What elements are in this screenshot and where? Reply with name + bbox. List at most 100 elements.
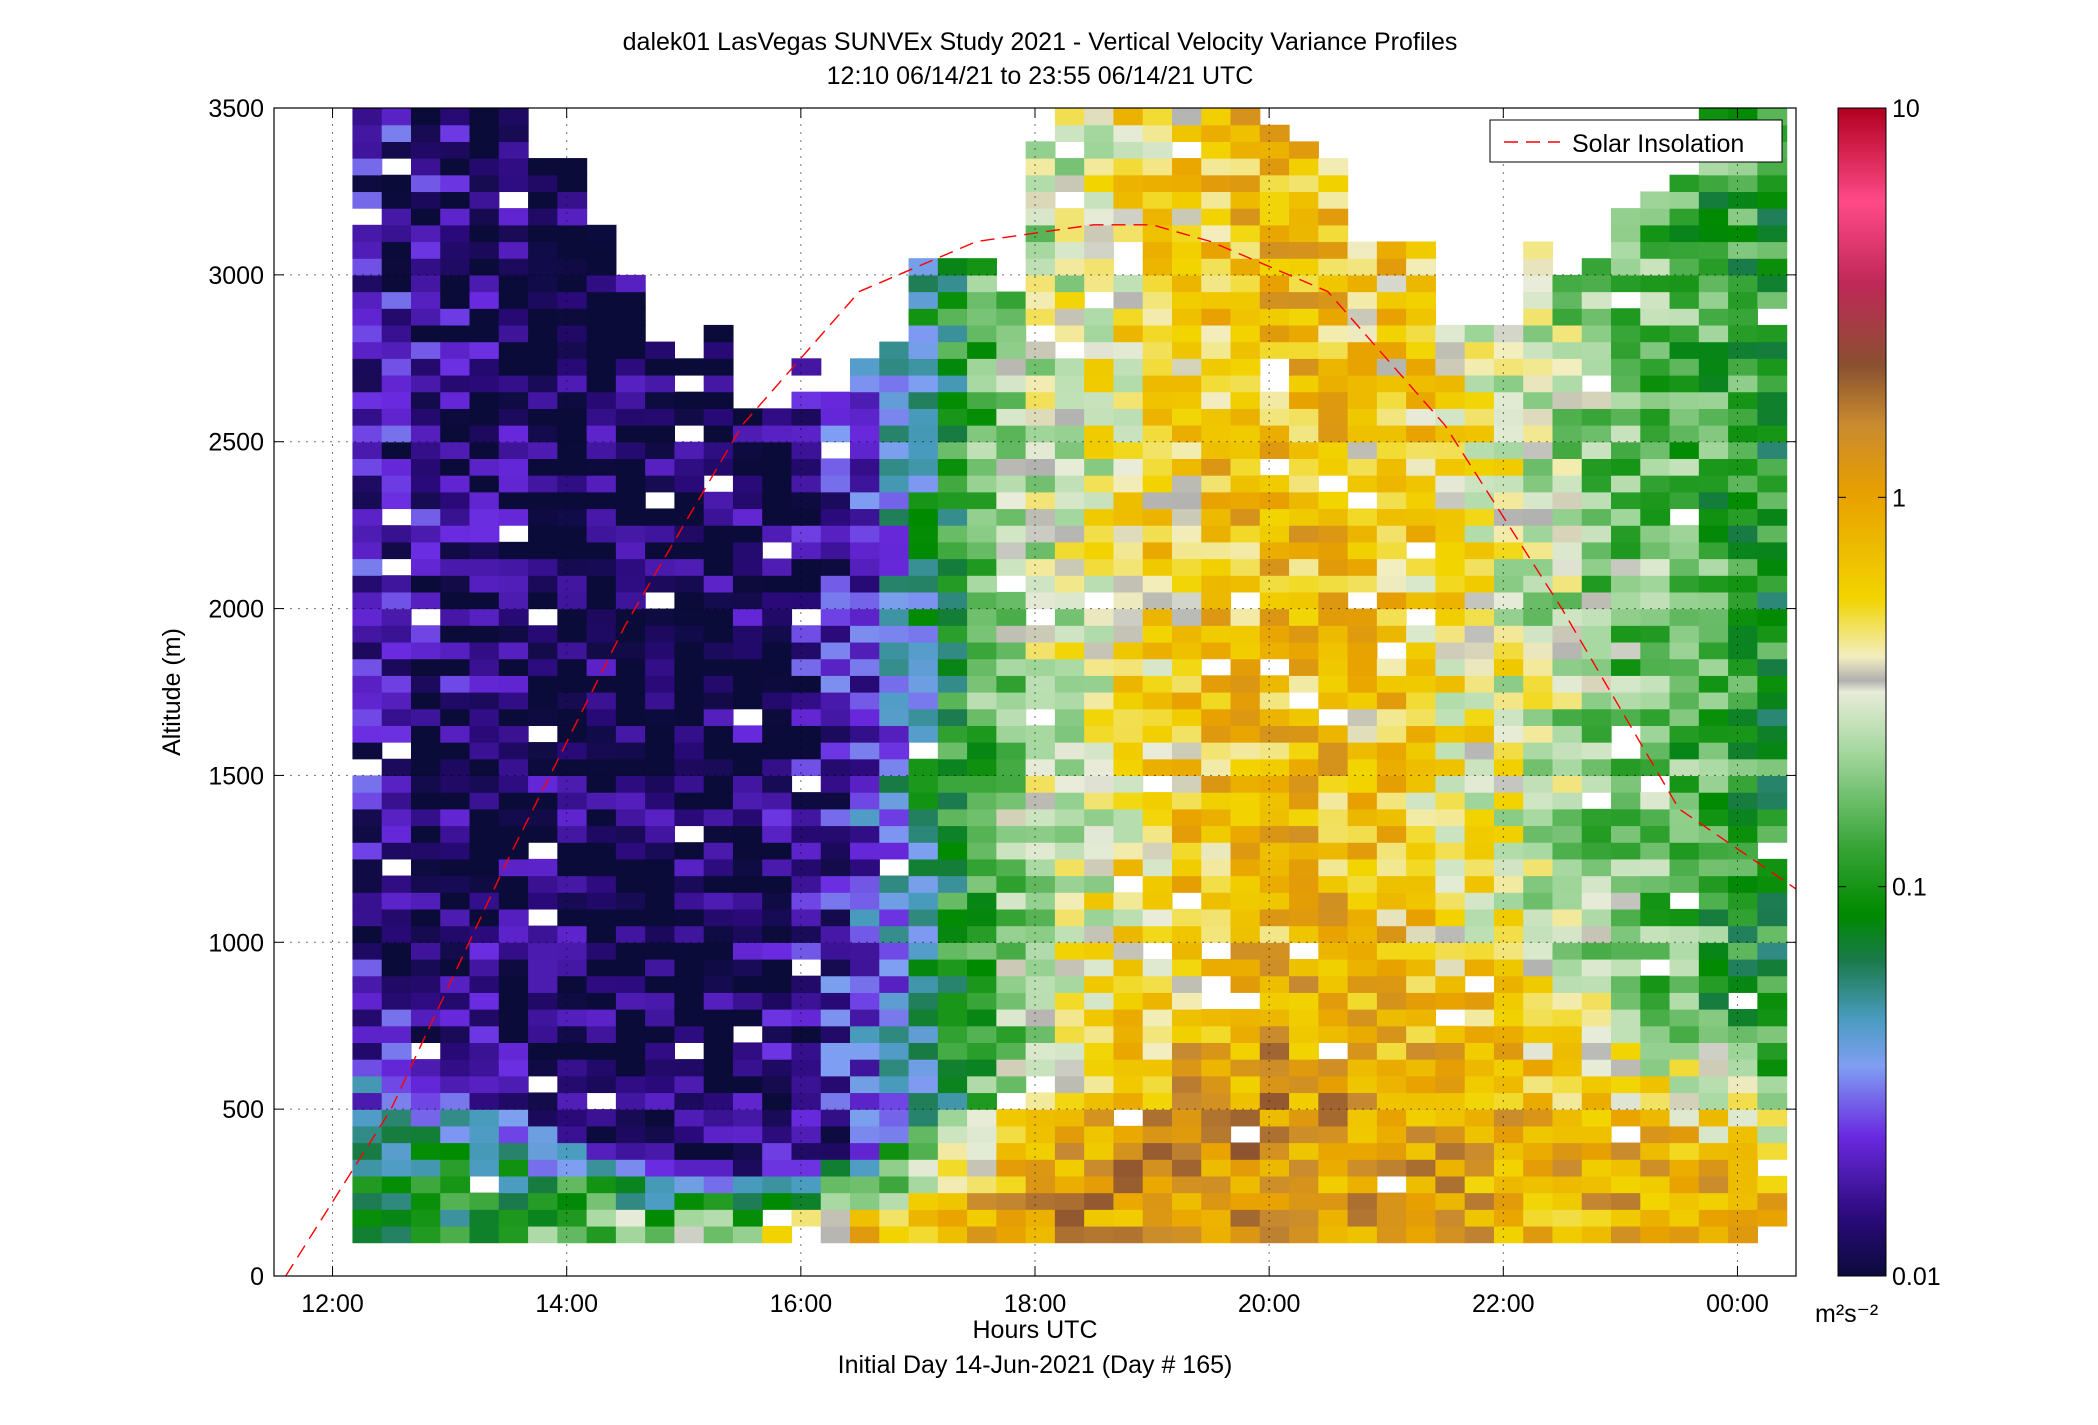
heatmap-cell [1171, 208, 1202, 226]
heatmap-cell [586, 942, 617, 960]
heatmap-cell [1698, 958, 1729, 977]
heatmap-cell [1171, 541, 1202, 560]
heatmap-cell [1025, 842, 1056, 860]
heatmap-cell [615, 808, 646, 827]
heatmap-cell [1259, 675, 1290, 693]
heatmap-cell [1318, 308, 1349, 326]
heatmap-cell [615, 575, 646, 593]
heatmap-cell [762, 742, 793, 760]
heatmap-cell [1581, 1125, 1612, 1144]
heatmap-cell [1230, 1225, 1261, 1244]
heatmap-cell [1757, 1109, 1788, 1127]
heatmap-cell [820, 742, 851, 760]
heatmap-cell [1669, 1192, 1700, 1210]
heatmap-cell [469, 725, 500, 743]
heatmap-cell [937, 308, 968, 326]
heatmap-cell [1230, 641, 1261, 660]
heatmap-cell [410, 875, 441, 893]
heatmap-cell [1347, 1225, 1378, 1244]
heatmap-cell [1406, 875, 1436, 893]
heatmap-cell [996, 1009, 1027, 1027]
heatmap-cell [1493, 892, 1524, 910]
heatmap-cell [1054, 708, 1085, 726]
heatmap-cell [1669, 408, 1700, 426]
heatmap-cell [1084, 908, 1115, 927]
heatmap-cell [1523, 374, 1554, 393]
heatmap-cell [586, 825, 617, 843]
heatmap-cell [732, 558, 763, 576]
heatmap-cell [791, 992, 822, 1010]
heatmap-cell [440, 875, 471, 893]
heatmap-cell [1025, 458, 1056, 476]
heatmap-cell [879, 1042, 910, 1060]
heatmap-cell [1230, 742, 1261, 760]
heatmap-cell [1728, 1159, 1758, 1177]
heatmap-cell [1025, 274, 1056, 293]
heatmap-cell [996, 658, 1027, 676]
heatmap-cell [879, 458, 910, 476]
heatmap-cell [879, 591, 910, 610]
heatmap-cell [586, 441, 617, 459]
heatmap-cell [645, 942, 675, 960]
heatmap-cell [1581, 758, 1612, 777]
heatmap-cell [1347, 692, 1378, 710]
heatmap-cell [1757, 992, 1788, 1010]
heatmap-cell [1581, 1075, 1612, 1094]
heatmap-cell [1171, 675, 1202, 693]
heatmap-cell [967, 1092, 997, 1110]
heatmap-cell [996, 408, 1027, 426]
heatmap-cell [1113, 391, 1144, 409]
heatmap-cell [1581, 708, 1612, 726]
heatmap-cell [967, 575, 997, 593]
heatmap-cell [1523, 408, 1554, 426]
heatmap-cell [850, 958, 880, 977]
heatmap-cell [791, 1175, 822, 1194]
heatmap-cell [440, 1225, 471, 1244]
heatmap-cell [1611, 324, 1641, 343]
heatmap-cell [586, 725, 617, 743]
heatmap-cell [1640, 942, 1671, 960]
heatmap-cell [879, 391, 910, 409]
heatmap-cell [1552, 1009, 1583, 1027]
heatmap-cell [908, 1092, 939, 1110]
heatmap-cell [1230, 975, 1261, 993]
heatmap-cell [791, 1092, 822, 1110]
heatmap-cell [440, 241, 471, 259]
heatmap-cell [1640, 1159, 1671, 1177]
heatmap-cell [908, 541, 939, 560]
heatmap-cell [1611, 358, 1641, 376]
heatmap-cell [410, 425, 441, 443]
heatmap-cell [1142, 958, 1173, 977]
heatmap-cell [1084, 508, 1115, 526]
heatmap-cell [1728, 541, 1758, 560]
heatmap-cell [703, 842, 734, 860]
heatmap-cell [1406, 358, 1436, 376]
heatmap-cell [1054, 541, 1085, 560]
heatmap-cell [1084, 224, 1115, 243]
heatmap-cell [879, 558, 910, 576]
heatmap-cell [440, 425, 471, 443]
heatmap-cell [996, 1142, 1027, 1160]
heatmap-cell [1640, 274, 1671, 293]
heatmap-cell [1113, 541, 1144, 560]
heatmap-cell [1523, 825, 1554, 843]
heatmap-cell [557, 725, 588, 743]
heatmap-cell [615, 1092, 646, 1110]
heatmap-cell [1230, 725, 1261, 743]
heatmap-cell [850, 1042, 880, 1060]
heatmap-cell [1523, 1075, 1554, 1094]
heatmap-cell [967, 692, 997, 710]
heatmap-cell [645, 625, 675, 643]
heatmap-cell [879, 1192, 910, 1210]
heatmap-cell [967, 942, 997, 960]
heatmap-cell [1171, 775, 1202, 793]
heatmap-cell [1025, 391, 1056, 409]
heatmap-cell [879, 925, 910, 943]
heatmap-cell [1142, 792, 1173, 810]
heatmap-cell [674, 758, 705, 777]
heatmap-cell [1289, 958, 1319, 977]
heatmap-cell [1640, 208, 1671, 226]
heatmap-cell [937, 1125, 968, 1144]
heatmap-cell [703, 1225, 734, 1244]
heatmap-cell [1406, 925, 1436, 943]
